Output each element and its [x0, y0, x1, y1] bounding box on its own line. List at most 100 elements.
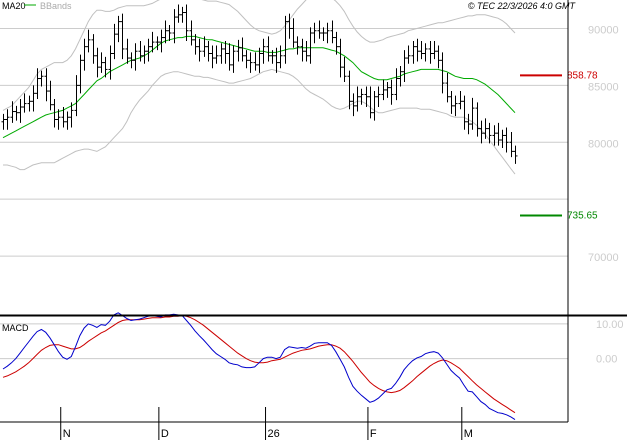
ohlc-bar: [163, 20, 168, 44]
ohlc-bar: [78, 54, 83, 94]
ohlc-bar: [278, 45, 283, 69]
ohlc-bar: [402, 50, 407, 82]
ohlc-bar: [389, 79, 394, 105]
ohlc-bar: [479, 120, 484, 144]
macd-tick-label: 10.00: [596, 319, 624, 331]
ohlc-bar: [334, 31, 339, 55]
ohlc-bar: [394, 68, 399, 101]
bbands-upper-line: [2, 0, 516, 111]
price-tick-label: 70000: [588, 252, 619, 264]
ohlc-bar: [14, 105, 19, 121]
ohlc-bar: [500, 129, 505, 148]
ohlc-bar: [274, 47, 279, 73]
ohlc-bar: [1, 113, 6, 130]
ohlc-bar: [321, 27, 326, 41]
support-level-label: 735.65: [567, 211, 598, 222]
ohlc-bar: [432, 40, 437, 60]
resistance-level-label: 858.78: [567, 70, 598, 81]
ohlc-bar: [261, 38, 266, 64]
ohlc-bar: [65, 111, 70, 130]
ohlc-bar: [99, 52, 104, 73]
ohlc-bar: [406, 45, 411, 64]
ohlc-bar: [248, 52, 253, 73]
ohlc-bar: [56, 109, 61, 130]
bollinger-bands: [2, 0, 516, 175]
ohlc-bar: [295, 36, 300, 55]
ohlc-bar: [108, 45, 113, 80]
ohlc-bar: [193, 34, 198, 55]
ohlc-bar: [120, 13, 125, 60]
ohlc-bar: [189, 20, 194, 46]
ohlc-bar: [257, 47, 262, 73]
ohlc-bar: [513, 145, 518, 164]
ohlc-bar: [509, 132, 514, 158]
ohlc-bar: [142, 45, 147, 64]
ohlc-bar: [270, 50, 275, 64]
ohlc-bar: [184, 4, 189, 41]
ohlc-bar: [492, 125, 497, 146]
ohlc-bar: [312, 22, 317, 44]
ohlc-bar: [103, 56, 108, 78]
ohlc-bar: [219, 43, 224, 64]
ohlc-bar: [368, 86, 373, 119]
x-tick-label: N: [63, 428, 71, 440]
ohlc-bar: [227, 43, 232, 71]
ohlc-bar: [504, 127, 509, 153]
ohlc-bar: [197, 38, 202, 62]
ohlc-bar: [91, 34, 96, 64]
x-tick-label: M: [464, 428, 473, 440]
ohlc-bar: [325, 22, 330, 44]
ohlc-bars: [1, 4, 518, 164]
ohlc-bar: [453, 95, 458, 117]
ohlc-bar: [125, 38, 130, 64]
ohlc-bar: [423, 43, 428, 62]
ohlc-bar: [496, 122, 501, 146]
ohlc-bar: [159, 29, 164, 53]
ohlc-bar: [317, 20, 322, 39]
ohlc-bar: [95, 47, 100, 78]
ohlc-bar: [466, 113, 471, 135]
ohlc-bar: [347, 70, 352, 110]
ohlc-bar: [82, 38, 87, 71]
ohlc-bar: [150, 31, 155, 53]
gridlines: [0, 27, 568, 360]
ohlc-bar: [223, 40, 228, 64]
ohlc-bar: [411, 40, 416, 64]
ohlc-bar: [291, 18, 296, 48]
bbands-legend-label: BBands: [40, 1, 72, 11]
ohlc-bar: [338, 38, 343, 78]
ohlc-bar: [398, 66, 403, 87]
ohlc-bar: [5, 109, 10, 130]
ohlc-bar: [22, 93, 27, 113]
ohlc-bar: [236, 39, 241, 62]
ohlc-bar: [167, 25, 172, 41]
ohlc-bar: [180, 6, 185, 23]
ohlc-bar: [112, 23, 117, 60]
ohlc-bar: [240, 37, 245, 62]
ohlc-bar: [440, 52, 445, 94]
ma-legend-label: MA20: [2, 1, 26, 11]
ohlc-bar: [52, 99, 57, 128]
ohlc-bar: [449, 91, 454, 114]
ohlc-bar: [172, 9, 177, 44]
ohlc-bar: [385, 81, 390, 98]
ohlc-bar: [330, 20, 335, 44]
ohlc-bar: [381, 79, 386, 101]
ohlc-bar: [210, 45, 215, 69]
ohlc-bar: [304, 40, 309, 62]
ohlc-bar: [253, 52, 258, 71]
macd-panel-title: MACD: [2, 323, 29, 333]
ohlc-bar: [351, 93, 356, 117]
price-levels: 858.78 735.65: [520, 70, 598, 222]
y-axis-labels: 70000 80000 85000 90000 0.00 10.00: [588, 24, 624, 365]
macd-tick-label: 0.00: [596, 354, 617, 366]
ohlc-bar: [359, 88, 364, 105]
ohlc-bar: [39, 70, 44, 87]
ohlc-bar: [428, 40, 433, 64]
ohlc-bar: [487, 122, 492, 144]
ohlc-bar: [462, 95, 467, 130]
ohlc-bar: [155, 36, 160, 51]
ohlc-bar: [483, 118, 488, 139]
ohlc-bar: [27, 95, 32, 112]
